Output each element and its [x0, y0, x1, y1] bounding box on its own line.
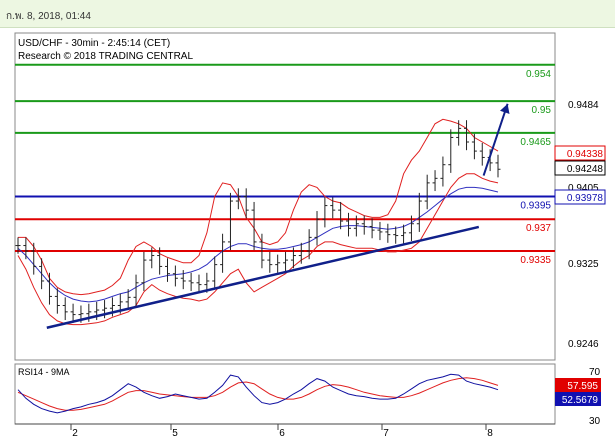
price-badge: [554, 145, 606, 161]
rsi-line: [17, 373, 499, 414]
timestamp-label: ก.พ. 8, 2018, 01:44: [6, 11, 91, 22]
chart-subtitle: Research © 2018 TRADING CENTRAL: [18, 51, 193, 62]
price-badge: [554, 189, 606, 205]
rsi-badge-text: 52.5679: [562, 395, 599, 406]
rsi-badge-text: 57.595: [567, 381, 598, 392]
level-label-1: 0.95: [532, 105, 552, 116]
time-tick-label: 7: [383, 428, 389, 439]
time-tick-label: 2: [72, 428, 78, 439]
price-badge-text: 0.94338: [567, 149, 604, 160]
price-badge-text: 0.94248: [567, 164, 604, 175]
time-tick-label: 6: [279, 428, 285, 439]
level-label-4: 0.937: [526, 223, 551, 234]
price-tick-label-obscured: 0.9405: [568, 183, 599, 194]
rsi-tick-label: 30: [589, 416, 601, 427]
price-tick-label: 0.9484: [568, 100, 599, 111]
support-trendline: [46, 225, 480, 329]
header-bar: ก.พ. 8, 2018, 01:44: [0, 0, 615, 28]
level-label-0: 0.954: [526, 69, 551, 80]
axis-labels: 0.9484 0.9325 0.9246 0.9405 0.94338 0.94248 0.…: [70, 100, 606, 439]
price-tick-label: 0.9325: [568, 259, 599, 270]
moving-average-line: [17, 186, 499, 303]
price-bars: [15, 120, 501, 323]
price-tick-label: 0.9246: [568, 339, 599, 350]
upper-band-line: [18, 118, 499, 296]
rsi-title: RSI14 - 9MA: [18, 367, 70, 377]
time-tick-label: 8: [487, 428, 493, 439]
support-resistance-levels: 0.954 0.95 0.9465 0.9395 0.937 0.9335: [15, 63, 555, 266]
time-tick-label: 5: [172, 428, 178, 439]
price-badge-text: 0.93978: [567, 193, 604, 204]
rsi-badge: [555, 392, 601, 406]
rsi-tick-label: 70: [589, 367, 601, 378]
price-badge: [554, 160, 606, 176]
rsi-lines: [17, 373, 499, 414]
rsi-panel-frame: [14, 363, 556, 425]
trendline-layer: [46, 103, 510, 329]
rsi-badge: [555, 378, 601, 392]
level-label-3: 0.9395: [520, 201, 551, 212]
chart-title: USD/CHF - 30min - 2:45:14 (CET): [18, 38, 170, 49]
level-label-5: 0.9335: [520, 255, 551, 266]
lower-band-line: [17, 173, 499, 326]
forecast-arrow-shaft: [482, 103, 509, 176]
bollinger-bands: [17, 118, 499, 326]
level-label-2: 0.9465: [520, 137, 551, 148]
rsi-ma-line: [17, 377, 499, 411]
forecast-arrow-head: [500, 103, 510, 114]
